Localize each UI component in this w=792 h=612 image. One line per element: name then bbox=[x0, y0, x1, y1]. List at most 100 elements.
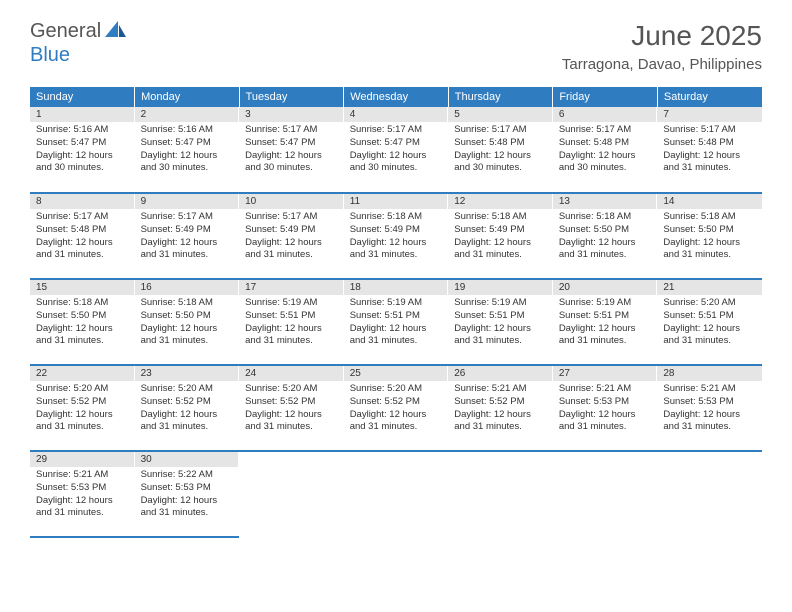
sunrise-line: Sunrise: 5:18 AM bbox=[454, 211, 547, 224]
calendar-row: 8Sunrise: 5:17 AMSunset: 5:48 PMDaylight… bbox=[30, 193, 762, 279]
calendar-table: Sunday Monday Tuesday Wednesday Thursday… bbox=[30, 87, 762, 538]
daylight-line: Daylight: 12 hours and 31 minutes. bbox=[663, 323, 756, 349]
daylight-line: Daylight: 12 hours and 31 minutes. bbox=[36, 323, 129, 349]
day-number: 12 bbox=[448, 194, 553, 209]
calendar-cell: 9Sunrise: 5:17 AMSunset: 5:49 PMDaylight… bbox=[135, 193, 240, 279]
sunrise-line: Sunrise: 5:20 AM bbox=[350, 383, 443, 396]
calendar-cell: 4Sunrise: 5:17 AMSunset: 5:47 PMDaylight… bbox=[344, 107, 449, 193]
daylight-line: Daylight: 12 hours and 31 minutes. bbox=[454, 323, 547, 349]
page-header: General June 2025 Tarragona, Davao, Phil… bbox=[0, 0, 792, 79]
day-details: Sunrise: 5:20 AMSunset: 5:52 PMDaylight:… bbox=[344, 381, 449, 438]
weekday-header: Wednesday bbox=[344, 87, 449, 107]
daylight-line: Daylight: 12 hours and 31 minutes. bbox=[245, 409, 338, 435]
sunrise-line: Sunrise: 5:16 AM bbox=[36, 124, 129, 137]
day-number: 20 bbox=[553, 280, 658, 295]
sunset-line: Sunset: 5:53 PM bbox=[141, 482, 234, 495]
logo-sail-icon bbox=[105, 20, 127, 43]
sunset-line: Sunset: 5:48 PM bbox=[663, 137, 756, 150]
sunset-line: Sunset: 5:51 PM bbox=[559, 310, 652, 323]
sunrise-line: Sunrise: 5:17 AM bbox=[454, 124, 547, 137]
day-details: Sunrise: 5:18 AMSunset: 5:49 PMDaylight:… bbox=[448, 209, 553, 266]
day-details: Sunrise: 5:19 AMSunset: 5:51 PMDaylight:… bbox=[239, 295, 344, 352]
sunrise-line: Sunrise: 5:18 AM bbox=[350, 211, 443, 224]
sunrise-line: Sunrise: 5:21 AM bbox=[559, 383, 652, 396]
sunset-line: Sunset: 5:52 PM bbox=[454, 396, 547, 409]
day-number-empty bbox=[239, 452, 344, 467]
sunrise-line: Sunrise: 5:18 AM bbox=[141, 297, 234, 310]
weekday-header: Tuesday bbox=[239, 87, 344, 107]
sunset-line: Sunset: 5:49 PM bbox=[245, 224, 338, 237]
day-details: Sunrise: 5:22 AMSunset: 5:53 PMDaylight:… bbox=[135, 467, 240, 524]
daylight-line: Daylight: 12 hours and 31 minutes. bbox=[454, 237, 547, 263]
daylight-line: Daylight: 12 hours and 31 minutes. bbox=[36, 495, 129, 521]
daylight-line: Daylight: 12 hours and 31 minutes. bbox=[663, 237, 756, 263]
sunset-line: Sunset: 5:51 PM bbox=[350, 310, 443, 323]
daylight-line: Daylight: 12 hours and 30 minutes. bbox=[350, 150, 443, 176]
weekday-header: Sunday bbox=[30, 87, 135, 107]
location-subtitle: Tarragona, Davao, Philippines bbox=[562, 56, 762, 73]
sunset-line: Sunset: 5:53 PM bbox=[36, 482, 129, 495]
day-details: Sunrise: 5:17 AMSunset: 5:48 PMDaylight:… bbox=[553, 122, 658, 179]
day-details: Sunrise: 5:18 AMSunset: 5:50 PMDaylight:… bbox=[135, 295, 240, 352]
calendar-row: 1Sunrise: 5:16 AMSunset: 5:47 PMDaylight… bbox=[30, 107, 762, 193]
day-details: Sunrise: 5:18 AMSunset: 5:49 PMDaylight:… bbox=[344, 209, 449, 266]
day-number: 19 bbox=[448, 280, 553, 295]
title-block: June 2025 Tarragona, Davao, Philippines bbox=[562, 20, 762, 73]
sunrise-line: Sunrise: 5:17 AM bbox=[559, 124, 652, 137]
calendar-cell bbox=[657, 451, 762, 537]
calendar-cell: 24Sunrise: 5:20 AMSunset: 5:52 PMDayligh… bbox=[239, 365, 344, 451]
day-number: 11 bbox=[344, 194, 449, 209]
calendar-cell: 19Sunrise: 5:19 AMSunset: 5:51 PMDayligh… bbox=[448, 279, 553, 365]
daylight-line: Daylight: 12 hours and 31 minutes. bbox=[350, 237, 443, 263]
day-details: Sunrise: 5:17 AMSunset: 5:47 PMDaylight:… bbox=[239, 122, 344, 179]
sunrise-line: Sunrise: 5:17 AM bbox=[36, 211, 129, 224]
day-details: Sunrise: 5:18 AMSunset: 5:50 PMDaylight:… bbox=[657, 209, 762, 266]
calendar-row: 29Sunrise: 5:21 AMSunset: 5:53 PMDayligh… bbox=[30, 451, 762, 537]
sunrise-line: Sunrise: 5:21 AM bbox=[454, 383, 547, 396]
calendar-cell bbox=[239, 451, 344, 537]
sunrise-line: Sunrise: 5:19 AM bbox=[245, 297, 338, 310]
day-number-empty bbox=[448, 452, 553, 467]
calendar-cell: 20Sunrise: 5:19 AMSunset: 5:51 PMDayligh… bbox=[553, 279, 658, 365]
sunrise-line: Sunrise: 5:20 AM bbox=[141, 383, 234, 396]
calendar-cell: 15Sunrise: 5:18 AMSunset: 5:50 PMDayligh… bbox=[30, 279, 135, 365]
weekday-header-row: Sunday Monday Tuesday Wednesday Thursday… bbox=[30, 87, 762, 107]
calendar-cell: 12Sunrise: 5:18 AMSunset: 5:49 PMDayligh… bbox=[448, 193, 553, 279]
daylight-line: Daylight: 12 hours and 31 minutes. bbox=[36, 237, 129, 263]
sunset-line: Sunset: 5:49 PM bbox=[141, 224, 234, 237]
day-number: 30 bbox=[135, 452, 240, 467]
day-number-empty bbox=[344, 452, 449, 467]
sunset-line: Sunset: 5:52 PM bbox=[350, 396, 443, 409]
day-details: Sunrise: 5:17 AMSunset: 5:49 PMDaylight:… bbox=[239, 209, 344, 266]
sunset-line: Sunset: 5:48 PM bbox=[36, 224, 129, 237]
daylight-line: Daylight: 12 hours and 31 minutes. bbox=[141, 495, 234, 521]
day-details: Sunrise: 5:16 AMSunset: 5:47 PMDaylight:… bbox=[135, 122, 240, 179]
day-details: Sunrise: 5:20 AMSunset: 5:52 PMDaylight:… bbox=[135, 381, 240, 438]
sunrise-line: Sunrise: 5:21 AM bbox=[36, 469, 129, 482]
calendar-cell: 26Sunrise: 5:21 AMSunset: 5:52 PMDayligh… bbox=[448, 365, 553, 451]
day-number: 23 bbox=[135, 366, 240, 381]
calendar-row: 22Sunrise: 5:20 AMSunset: 5:52 PMDayligh… bbox=[30, 365, 762, 451]
sunset-line: Sunset: 5:52 PM bbox=[245, 396, 338, 409]
sunrise-line: Sunrise: 5:18 AM bbox=[559, 211, 652, 224]
calendar-cell: 27Sunrise: 5:21 AMSunset: 5:53 PMDayligh… bbox=[553, 365, 658, 451]
day-details: Sunrise: 5:16 AMSunset: 5:47 PMDaylight:… bbox=[30, 122, 135, 179]
sunrise-line: Sunrise: 5:17 AM bbox=[245, 124, 338, 137]
day-number: 26 bbox=[448, 366, 553, 381]
logo-text-blue: Blue bbox=[30, 44, 70, 66]
day-details: Sunrise: 5:21 AMSunset: 5:53 PMDaylight:… bbox=[657, 381, 762, 438]
calendar-cell: 5Sunrise: 5:17 AMSunset: 5:48 PMDaylight… bbox=[448, 107, 553, 193]
month-title: June 2025 bbox=[562, 20, 762, 52]
day-number: 10 bbox=[239, 194, 344, 209]
day-number: 24 bbox=[239, 366, 344, 381]
weekday-header: Friday bbox=[553, 87, 658, 107]
sunrise-line: Sunrise: 5:22 AM bbox=[141, 469, 234, 482]
day-details: Sunrise: 5:21 AMSunset: 5:53 PMDaylight:… bbox=[30, 467, 135, 524]
daylight-line: Daylight: 12 hours and 30 minutes. bbox=[141, 150, 234, 176]
day-details: Sunrise: 5:20 AMSunset: 5:51 PMDaylight:… bbox=[657, 295, 762, 352]
day-number: 25 bbox=[344, 366, 449, 381]
daylight-line: Daylight: 12 hours and 31 minutes. bbox=[245, 237, 338, 263]
day-number: 7 bbox=[657, 107, 762, 122]
daylight-line: Daylight: 12 hours and 31 minutes. bbox=[36, 409, 129, 435]
sunset-line: Sunset: 5:50 PM bbox=[663, 224, 756, 237]
